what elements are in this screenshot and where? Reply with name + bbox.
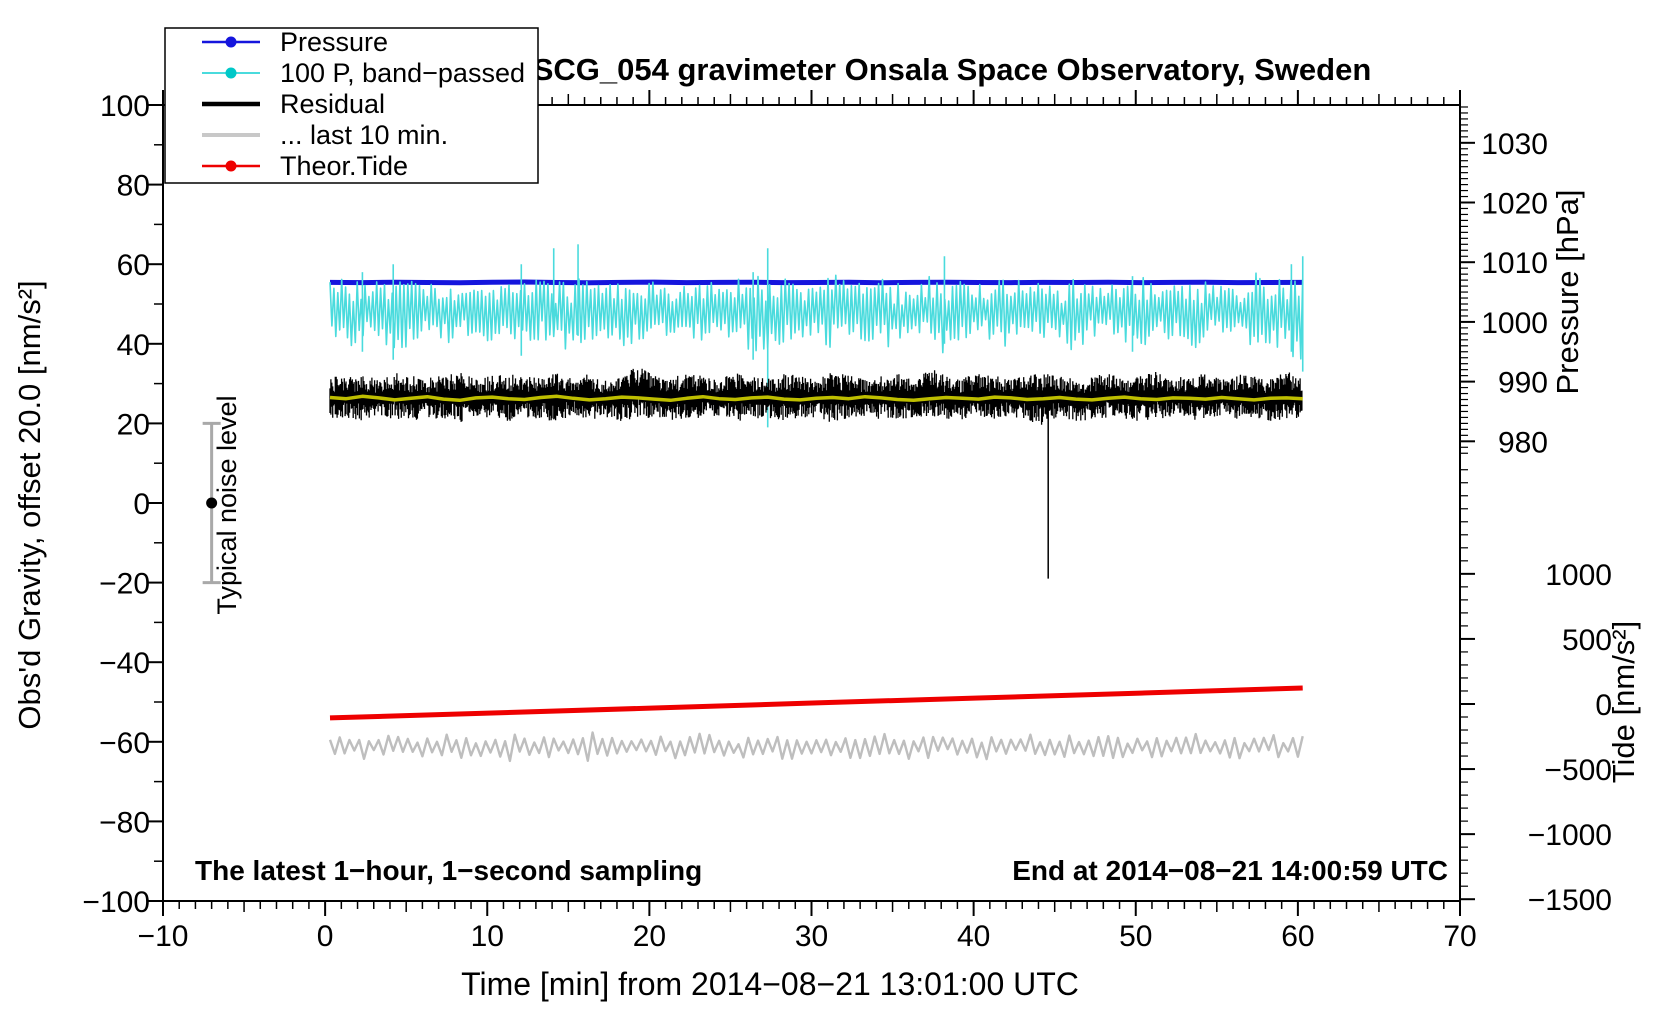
tide-tick-label: 0 (1595, 689, 1612, 722)
y-left-tick-label: −100 (82, 886, 150, 919)
pressure-tick-label: 990 (1498, 367, 1548, 400)
pressure-tick-label: 980 (1498, 426, 1548, 459)
x-tick-label: 10 (471, 920, 504, 953)
plot-area-border (162, 104, 1461, 902)
chart-title: SCG_054 gravimeter Onsala Space Observat… (533, 52, 1372, 87)
x-tick-label: 30 (795, 920, 828, 953)
x-tick-label: 60 (1281, 920, 1314, 953)
axes: −10 0 10 20 30 40 50 60 70100806040200−20−40−60−… (82, 90, 1612, 953)
legend: Pressure 100 P, band−passed Residual ...… (164, 27, 539, 184)
series-residual-smoothed (329, 394, 1303, 403)
series-100-p-band-passed (329, 272, 1304, 360)
series-theor-tide (329, 685, 1303, 721)
x-tick-label: 20 (633, 920, 666, 953)
tide-tick-label: −500 (1544, 754, 1612, 787)
tide-tick-label: −1500 (1528, 884, 1612, 917)
y-left-tick-label: 40 (117, 329, 150, 362)
y-left-tick-label: −40 (99, 647, 150, 680)
noise-level-label: Typical noise level (212, 395, 242, 614)
y-left-tick-label: 20 (117, 408, 150, 441)
legend-item-theor-tide: Theor.Tide (280, 151, 408, 181)
tide-tick-label: 1000 (1545, 559, 1612, 592)
x-axis-label: Time [min] from 2014−08−21 13:01:00 UTC (461, 966, 1079, 1002)
y-left-tick-label: 60 (117, 249, 150, 282)
pressure-tick-label: 1020 (1481, 188, 1548, 221)
noise-level-dot (206, 497, 218, 509)
annotations (202, 421, 221, 585)
y-left-tick-label: 80 (117, 170, 150, 203)
legend-item-pressure: Pressure (280, 27, 388, 57)
series--last-10-min- (328, 731, 1304, 763)
y-left-tick-label: −20 (99, 568, 150, 601)
x-tick-label: 40 (957, 920, 990, 953)
y-left-tick-label: −80 (99, 806, 150, 839)
legend-samples (202, 36, 260, 172)
legend-item-band-passed: 100 P, band−passed (280, 58, 525, 88)
y-left-axis-label: Obs'd Gravity, offset 20.0 [nm/s²] (12, 280, 47, 729)
legend-sample-marker (225, 160, 237, 172)
legend-sample-marker (225, 67, 237, 79)
pressure-tick-label: 1010 (1481, 247, 1548, 280)
y-right-pressure-label: Pressure [hPa] (1550, 189, 1585, 394)
pressure-tick-label: 1000 (1481, 307, 1548, 340)
note-bottom-right: End at 2014−08−21 14:00:59 UTC (1012, 855, 1448, 886)
x-tick-label: 0 (317, 920, 334, 953)
y-left-tick-label: −60 (99, 727, 150, 760)
series-pressure (329, 279, 1303, 286)
tide-tick-label: −1000 (1528, 819, 1612, 852)
y-left-tick-label: 100 (100, 90, 150, 123)
legend-item-residual: Residual (280, 89, 385, 119)
x-tick-label: 70 (1443, 920, 1476, 953)
x-tick-label: −10 (138, 920, 189, 953)
y-left-tick-label: 0 (133, 488, 150, 521)
x-tick-label: 50 (1119, 920, 1152, 953)
note-bottom-left: The latest 1−hour, 1−second sampling (195, 855, 702, 886)
legend-item-last10min: ... last 10 min. (280, 120, 448, 150)
legend-sample-marker (225, 36, 237, 48)
noise-level-errorbar (202, 421, 221, 585)
data-series (328, 244, 1304, 763)
y-right-tide-label: Tide [nm/s²] (1606, 621, 1641, 784)
pressure-tick-label: 1030 (1481, 128, 1548, 161)
tide-tick-label: 500 (1562, 624, 1612, 657)
